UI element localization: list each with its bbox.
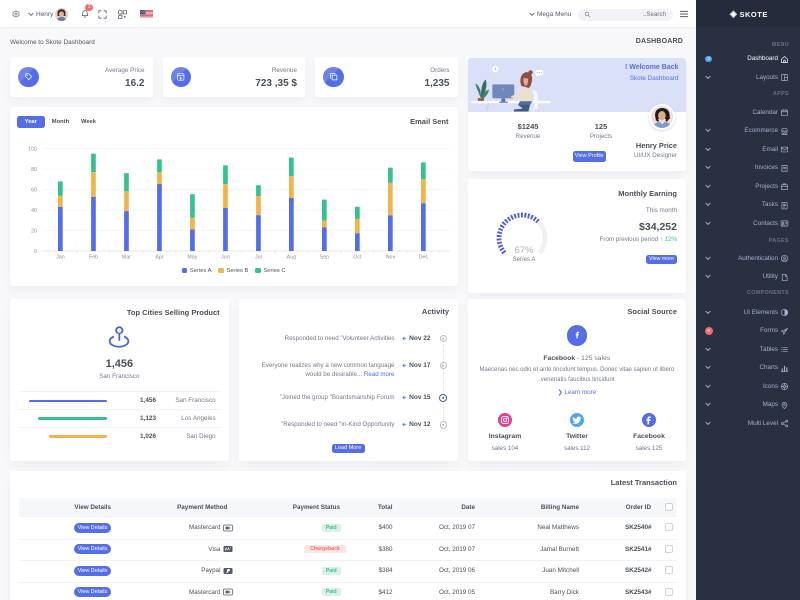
svg-text:Mar: Mar	[122, 255, 131, 261]
svg-text:100: 100	[28, 147, 37, 153]
svg-text:Oct: Oct	[353, 255, 362, 261]
svg-text:Jul: Jul	[255, 255, 262, 261]
svg-text:Aug: Aug	[287, 255, 296, 261]
svg-text:Feb: Feb	[89, 255, 98, 261]
svg-text:Dec: Dec	[419, 255, 429, 261]
svg-text:May: May	[187, 255, 197, 261]
svg-text:Apr: Apr	[155, 255, 163, 261]
svg-text:20: 20	[31, 229, 37, 235]
svg-text:Sep: Sep	[320, 255, 329, 261]
svg-text:Nov: Nov	[386, 255, 396, 261]
svg-text:60: 60	[31, 188, 37, 194]
svg-text:0: 0	[34, 249, 37, 255]
svg-text:80: 80	[31, 167, 37, 173]
svg-text:Jan: Jan	[56, 255, 65, 261]
svg-text:Jun: Jun	[221, 255, 230, 261]
svg-text:40: 40	[31, 208, 37, 214]
